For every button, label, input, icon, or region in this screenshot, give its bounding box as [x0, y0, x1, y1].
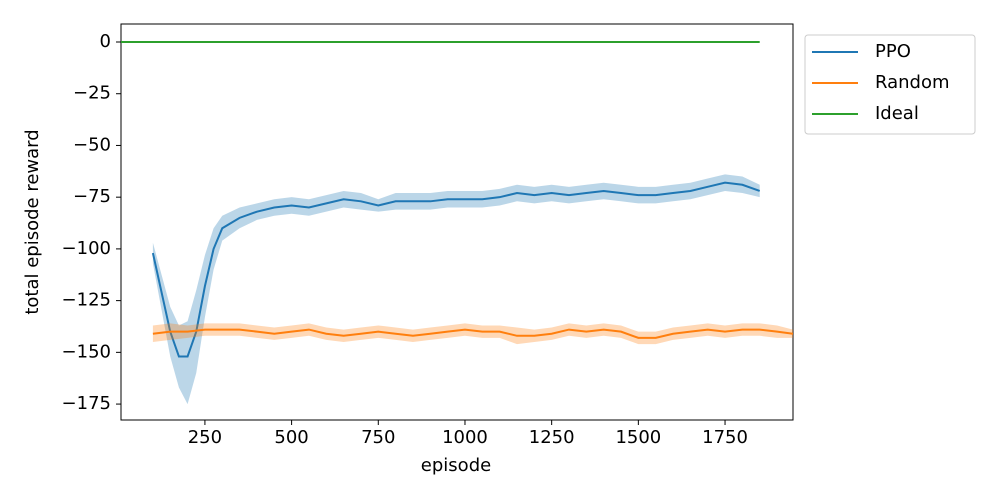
legend-label: PPO: [875, 41, 911, 62]
x-tick-label: 1250: [529, 427, 575, 448]
y-tick-label: −175: [62, 393, 111, 414]
plot-area: [121, 41, 793, 405]
y-tick-label: −125: [62, 290, 111, 311]
plot-frame: [120, 23, 794, 421]
legend-label: Random: [875, 72, 950, 93]
confidence-band: [152, 323, 793, 345]
x-tick-label: 500: [274, 427, 308, 448]
x-axis-label: episode: [421, 455, 491, 476]
confidence-band: [152, 174, 760, 405]
legend-label: Ideal: [875, 103, 919, 124]
x-tick-label: 750: [361, 427, 395, 448]
y-tick-label: −50: [73, 134, 111, 155]
series-line: [151, 181, 761, 358]
x-tick-label: 1500: [615, 427, 661, 448]
legend-box: [804, 34, 976, 135]
x-tick-label: 1750: [702, 427, 748, 448]
y-tick-label: −150: [62, 341, 111, 362]
x-tick-label: 250: [188, 427, 222, 448]
series-line: [152, 328, 793, 339]
y-axis-label: total episode reward: [22, 129, 43, 314]
y-tick-label: −100: [62, 238, 111, 259]
y-tick-label: 0: [100, 31, 111, 52]
y-tick-label: −75: [73, 186, 111, 207]
x-tick-label: 1000: [442, 427, 488, 448]
y-tick-label: −25: [73, 83, 111, 104]
